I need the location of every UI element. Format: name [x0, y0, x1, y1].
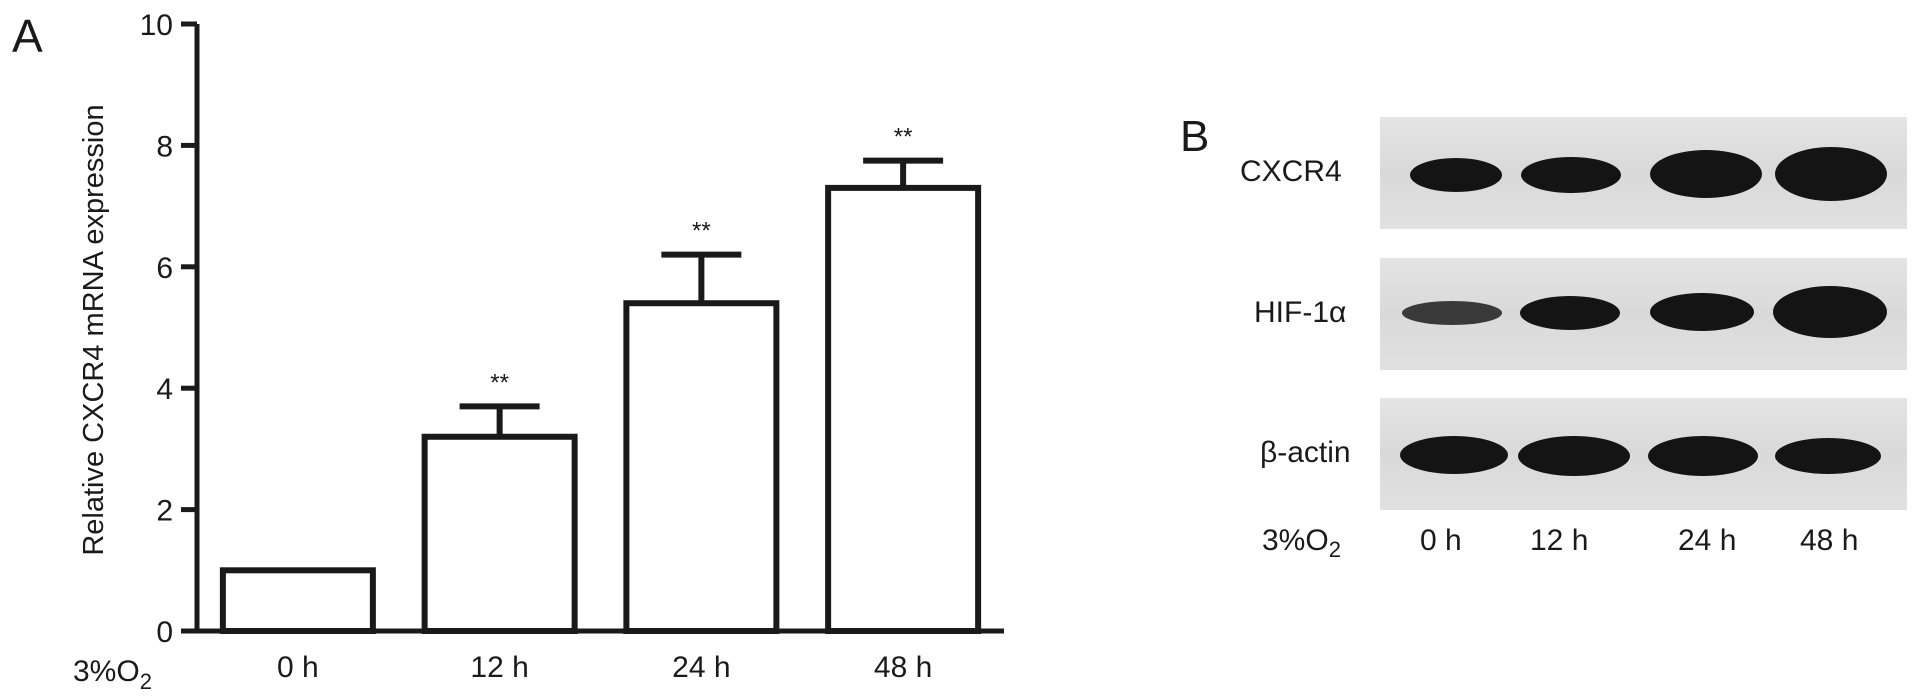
y-tick-label: 8	[156, 130, 173, 163]
significance-label: **	[490, 369, 509, 396]
blot-lane-label: 0 h	[1420, 524, 1462, 557]
band-hif1a-12h	[1520, 296, 1620, 330]
blot-condition-label: 3%O2	[1262, 524, 1341, 562]
band-cxcr4-48h	[1775, 147, 1887, 201]
y-tick-label: 6	[156, 252, 173, 285]
significance-label: **	[692, 218, 711, 245]
y-tick-label: 2	[156, 495, 173, 528]
band-actin-12h	[1518, 436, 1630, 476]
panel-b-label: B	[1180, 112, 1210, 161]
y-axis: 0 2 4 6 8 10	[140, 9, 200, 649]
y-axis-title: Relative CXCR4 mRNA expression	[78, 104, 110, 555]
band-actin-48h	[1775, 438, 1881, 474]
y-tick-label: 0	[156, 616, 173, 649]
condition-label: 3%O2	[73, 655, 152, 694]
band-hif1a-24h	[1650, 293, 1754, 331]
condition-subscript: 2	[140, 669, 152, 694]
band-hif1a-0h	[1402, 301, 1502, 325]
band-actin-24h	[1648, 436, 1758, 476]
bar	[825, 184, 982, 634]
blot-lane-label: 48 h	[1800, 524, 1859, 557]
y-tick-label: 10	[140, 9, 173, 42]
band-cxcr4-24h	[1650, 150, 1762, 198]
blot-condition-subscript: 2	[1328, 537, 1341, 562]
significance-label: **	[894, 124, 913, 151]
bar	[219, 567, 376, 634]
band-hif1a-48h	[1773, 286, 1887, 338]
panel-a-label: A	[12, 10, 43, 62]
x-tick-label: 12 h	[470, 651, 528, 684]
bar	[421, 433, 578, 635]
blot-lane-label: 12 h	[1530, 524, 1589, 557]
x-tick-label: 0 h	[277, 651, 319, 684]
blot-label-cxcr4: CXCR4	[1240, 155, 1342, 188]
band-cxcr4-12h	[1521, 157, 1621, 193]
blot-label-hif1a: HIF-1α	[1254, 296, 1347, 329]
blot-lane-label: 24 h	[1678, 524, 1737, 557]
bar-series: ** ** **	[219, 124, 982, 635]
blot-label-actin: β-actin	[1260, 436, 1351, 469]
band-cxcr4-0h	[1410, 158, 1502, 192]
x-tick-label: 48 h	[874, 651, 932, 684]
y-tick-label: 4	[156, 373, 173, 406]
band-actin-0h	[1400, 436, 1508, 474]
x-tick-label: 24 h	[672, 651, 730, 684]
